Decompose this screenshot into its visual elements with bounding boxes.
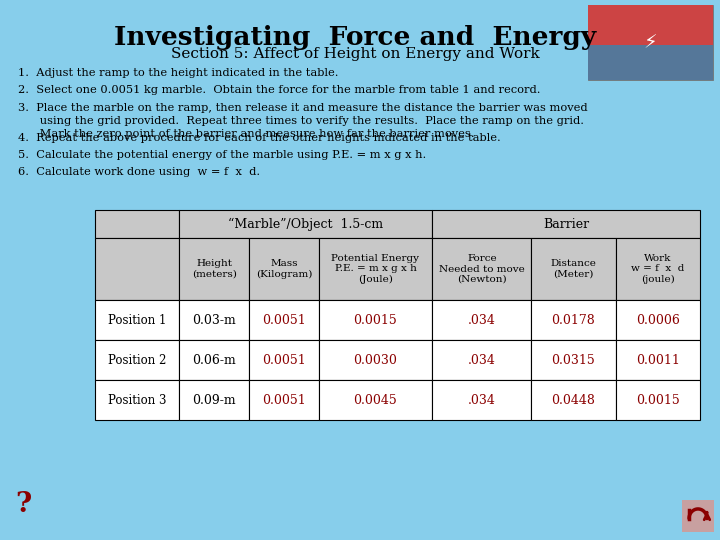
Text: 2.  Select one 0.0051 kg marble.  Obtain the force for the marble from table 1 a: 2. Select one 0.0051 kg marble. Obtain t…	[18, 85, 541, 95]
Bar	[588, 5, 713, 80]
Bar	[249, 238, 319, 300]
Bar	[319, 238, 432, 300]
Text: Position 3: Position 3	[108, 394, 166, 407]
Text: 5.  Calculate the potential energy of the marble using P.E. = m x g x h.: 5. Calculate the potential energy of the…	[18, 150, 426, 160]
Bar	[616, 380, 700, 420]
Text: 3.  Place the marble on the ramp, then release it and measure the distance the b: 3. Place the marble on the ramp, then re…	[18, 103, 588, 139]
Text: 0.0015: 0.0015	[636, 394, 680, 407]
Bar	[432, 300, 531, 340]
Bar	[531, 340, 616, 380]
Text: 1.  Adjust the ramp to the height indicated in the table.: 1. Adjust the ramp to the height indicat…	[18, 68, 338, 78]
Bar	[249, 380, 319, 420]
Text: .034: .034	[468, 394, 496, 407]
Text: 0.0045: 0.0045	[354, 394, 397, 407]
Text: 0.06-m: 0.06-m	[192, 354, 236, 367]
Text: 0.0015: 0.0015	[354, 314, 397, 327]
Text: ⚡: ⚡	[643, 33, 657, 52]
Bar	[432, 238, 531, 300]
Text: 0.0448: 0.0448	[552, 394, 595, 407]
Text: Force
Needed to move
(Newton): Force Needed to move (Newton)	[439, 254, 525, 284]
Text: Height
(meters): Height (meters)	[192, 259, 237, 279]
Bar	[95, 380, 179, 420]
Bar	[588, 45, 713, 80]
Bar	[179, 340, 249, 380]
Bar	[588, 5, 713, 45]
Text: 0.0051: 0.0051	[262, 314, 306, 327]
Text: 0.0178: 0.0178	[552, 314, 595, 327]
Text: 0.09-m: 0.09-m	[192, 394, 236, 407]
Bar	[588, 5, 650, 80]
Text: Work
w = f  x  d
(joule): Work w = f x d (joule)	[631, 254, 685, 284]
Text: Position 2: Position 2	[108, 354, 166, 367]
Bar	[179, 210, 432, 238]
Bar	[531, 300, 616, 340]
Text: 0.0051: 0.0051	[262, 394, 306, 407]
Text: Position 1: Position 1	[108, 314, 166, 327]
Bar	[95, 210, 179, 238]
Text: 0.0315: 0.0315	[552, 354, 595, 367]
Text: Potential Energy
P.E. = m x g x h
(Joule): Potential Energy P.E. = m x g x h (Joule…	[331, 254, 420, 284]
Bar	[432, 210, 700, 238]
Bar	[95, 238, 179, 300]
Bar	[179, 300, 249, 340]
Text: Section 5: Affect of Height on Energy and Work: Section 5: Affect of Height on Energy an…	[171, 47, 539, 61]
Text: 0.0011: 0.0011	[636, 354, 680, 367]
Bar	[616, 300, 700, 340]
Bar	[616, 340, 700, 380]
Text: 0.0006: 0.0006	[636, 314, 680, 327]
Bar	[319, 300, 432, 340]
Text: 0.03-m: 0.03-m	[192, 314, 236, 327]
Text: Barrier: Barrier	[543, 218, 589, 231]
Bar	[650, 5, 713, 80]
Bar	[249, 300, 319, 340]
Bar	[95, 300, 179, 340]
Bar	[682, 500, 714, 532]
Text: 6.  Calculate work done using  w = f  x  d.: 6. Calculate work done using w = f x d.	[18, 167, 260, 177]
Bar	[319, 340, 432, 380]
Bar	[319, 380, 432, 420]
Text: Distance
(Meter): Distance (Meter)	[551, 259, 596, 279]
Bar	[179, 380, 249, 420]
Text: 4.  Repeat the above procedure for each of the other heights indicated in the ta: 4. Repeat the above procedure for each o…	[18, 133, 500, 143]
Text: 0.0051: 0.0051	[262, 354, 306, 367]
Text: ?: ?	[15, 491, 31, 518]
Text: .034: .034	[468, 354, 496, 367]
Text: Mass
(Kilogram): Mass (Kilogram)	[256, 259, 312, 279]
Text: 0.0030: 0.0030	[354, 354, 397, 367]
Bar	[432, 340, 531, 380]
Text: “Marble”/Object  1.5-cm: “Marble”/Object 1.5-cm	[228, 218, 383, 231]
Text: .034: .034	[468, 314, 496, 327]
Bar	[95, 340, 179, 380]
Bar	[616, 238, 700, 300]
Bar	[249, 340, 319, 380]
Bar	[531, 380, 616, 420]
Text: Investigating  Force and  Energy: Investigating Force and Energy	[114, 25, 596, 50]
Bar	[432, 380, 531, 420]
Bar	[179, 238, 249, 300]
Bar	[531, 238, 616, 300]
